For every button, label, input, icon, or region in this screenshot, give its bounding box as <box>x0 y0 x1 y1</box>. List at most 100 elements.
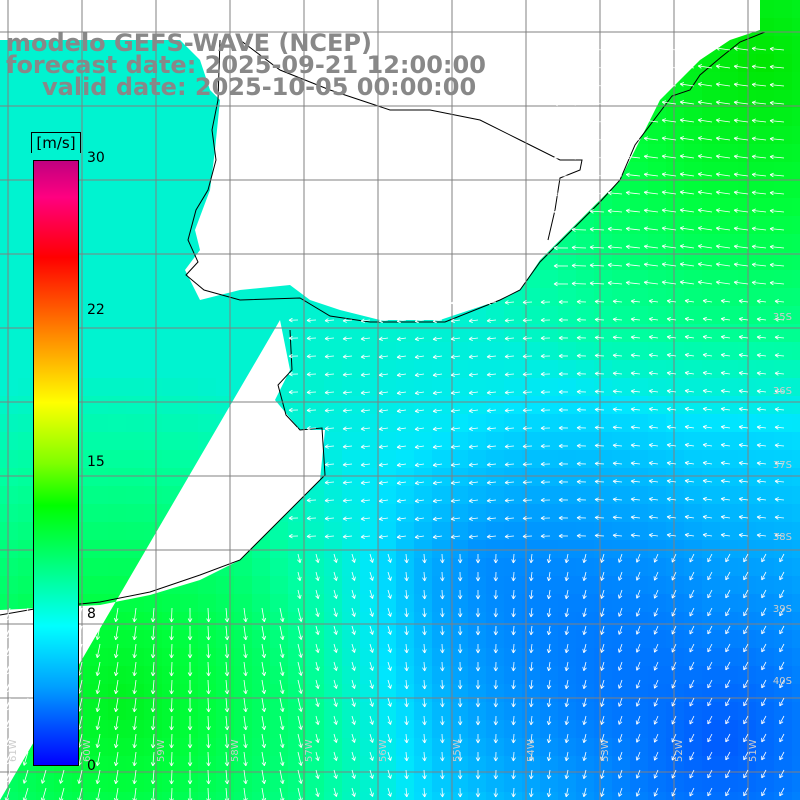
field-cell <box>216 594 234 612</box>
field-cell <box>468 414 486 432</box>
field-cell <box>666 414 684 432</box>
field-cell <box>234 324 252 342</box>
wind-arrow <box>342 426 353 431</box>
field-cell <box>270 288 288 306</box>
field-cell <box>72 72 90 90</box>
field-cell <box>504 684 522 702</box>
field-cell <box>396 702 414 720</box>
field-cell <box>486 684 504 702</box>
wind-arrow <box>432 408 443 414</box>
field-cell <box>144 486 162 504</box>
field-cell <box>72 126 90 144</box>
field-cell <box>252 324 270 342</box>
field-cell <box>648 360 666 378</box>
field-cell <box>666 468 684 486</box>
field-cell <box>306 504 324 522</box>
field-cell <box>774 612 792 630</box>
field-cell <box>342 360 360 378</box>
wind-arrow <box>576 335 587 341</box>
field-cell <box>576 234 594 252</box>
field-cell <box>126 486 144 504</box>
wind-arrow <box>769 118 785 124</box>
field-cell <box>360 738 378 756</box>
field-cell <box>504 558 522 576</box>
wind-arrow <box>738 334 749 340</box>
field-cell <box>558 396 576 414</box>
field-cell <box>720 612 738 630</box>
field-cell <box>594 666 612 684</box>
field-cell <box>630 378 648 396</box>
wind-arrow <box>612 299 623 304</box>
wind-arrow <box>612 389 623 394</box>
field-cell <box>90 216 108 234</box>
field-cell <box>324 756 342 774</box>
wind-arrow <box>733 244 749 249</box>
wind-arrow <box>360 354 371 359</box>
field-cell <box>342 540 360 558</box>
field-cell <box>684 342 702 360</box>
field-cell <box>144 216 162 234</box>
wind-arrow <box>769 244 785 250</box>
field-cell <box>378 792 396 800</box>
field-cell <box>702 270 720 288</box>
field-cell <box>162 468 180 486</box>
wind-arrow <box>486 300 497 305</box>
field-cell <box>468 756 486 774</box>
field-cell <box>468 594 486 612</box>
field-cell <box>324 576 342 594</box>
field-cell <box>666 666 684 684</box>
field-cell <box>612 738 630 756</box>
field-cell <box>396 522 414 540</box>
field-cell <box>684 306 702 324</box>
wind-arrow <box>288 407 299 413</box>
wind-arrow <box>576 407 587 413</box>
field-cell <box>648 324 666 342</box>
field-cell <box>450 702 468 720</box>
field-cell <box>558 558 576 576</box>
field-cell <box>486 648 504 666</box>
field-cell <box>216 306 234 324</box>
field-cell <box>666 342 684 360</box>
field-cell <box>162 144 180 162</box>
field-cell <box>414 720 432 738</box>
field-cell <box>162 234 180 252</box>
field-cell <box>396 558 414 576</box>
field-cell <box>162 180 180 198</box>
wind-vectors <box>4 46 785 800</box>
field-cell <box>414 432 432 450</box>
field-cell <box>18 774 36 792</box>
wind-arrow <box>697 64 713 69</box>
field-cell <box>180 774 198 792</box>
field-cell <box>432 342 450 360</box>
wind-arrow <box>720 298 731 304</box>
field-cell <box>450 432 468 450</box>
field-cell <box>702 792 720 800</box>
field-cell <box>468 540 486 558</box>
field-cell <box>252 558 270 576</box>
field-cell <box>594 774 612 792</box>
field-cell <box>540 504 558 522</box>
field-cell <box>18 36 36 54</box>
field-cell <box>270 684 288 702</box>
field-cell <box>252 720 270 738</box>
field-cell <box>702 288 720 306</box>
field-cell <box>72 144 90 162</box>
field-cell <box>144 324 162 342</box>
field-cell <box>486 522 504 540</box>
field-cell <box>720 378 738 396</box>
field-cell <box>198 324 216 342</box>
wind-arrow <box>679 64 695 69</box>
field-cell <box>306 738 324 756</box>
field-cell <box>126 378 144 396</box>
field-cell <box>360 414 378 432</box>
field-cell <box>90 504 108 522</box>
field-cell <box>432 756 450 774</box>
field-cell <box>108 576 126 594</box>
field-cell <box>360 360 378 378</box>
wind-arrow <box>571 101 587 106</box>
wind-arrow <box>540 335 551 341</box>
field-cell <box>162 360 180 378</box>
field-cell <box>684 504 702 522</box>
field-cell <box>198 576 216 594</box>
field-cell <box>648 126 666 144</box>
